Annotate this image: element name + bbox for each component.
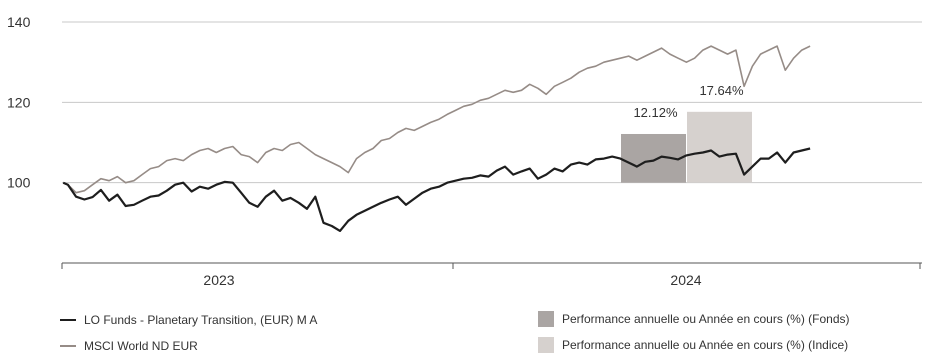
chart-series (62, 45, 811, 232)
bar-index (687, 111, 752, 183)
legend-item-bar-fund: Performance annuelle ou Année en cours (… (538, 311, 850, 327)
legend-label-bar-index: Performance annuelle ou Année en cours (… (562, 338, 849, 352)
y-axis-ticks: 100 120 140 (7, 14, 31, 191)
y-tick-label-100: 100 (7, 175, 31, 191)
x-tick-label-2024: 2024 (670, 272, 701, 288)
performance-chart: 100 120 140 12.12% 17.64% 2023 2024 (7, 14, 922, 288)
bar-label-fund: 12.12% (633, 105, 678, 120)
legend-line-index-icon (60, 345, 76, 347)
legend-label-fund: LO Funds - Planetary Transition, (EUR) M… (84, 313, 318, 327)
x-axis: 2023 2024 (61, 262, 922, 288)
performance-bars: 12.12% 17.64% (621, 83, 752, 183)
legend-item-fund: LO Funds - Planetary Transition, (EUR) M… (60, 313, 317, 327)
series-line-fund (62, 147, 811, 232)
legend-line-fund-icon (60, 319, 76, 321)
chart-gridlines (62, 21, 922, 184)
x-tick-label-2023: 2023 (203, 272, 234, 288)
legend-square-index-icon (538, 337, 554, 353)
legend-label-index: MSCI World ND EUR (84, 339, 198, 353)
series-line-index (62, 45, 811, 194)
legend-item-bar-index: Performance annuelle ou Année en cours (… (538, 337, 848, 353)
legend-square-fund-icon (538, 311, 554, 327)
legend-item-index: MSCI World ND EUR (60, 339, 198, 353)
legend-label-bar-fund: Performance annuelle ou Année en cours (… (562, 312, 850, 326)
y-tick-label-140: 140 (7, 14, 31, 30)
bar-label-index: 17.64% (699, 83, 744, 98)
y-tick-label-120: 120 (7, 94, 31, 110)
